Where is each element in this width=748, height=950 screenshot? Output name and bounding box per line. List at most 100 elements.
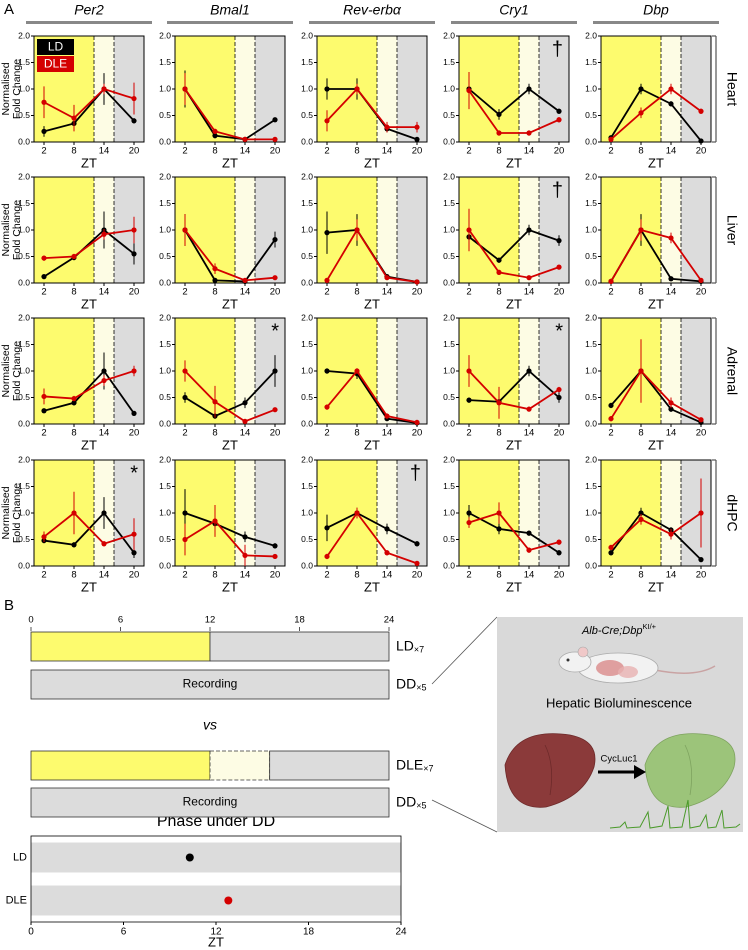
data-point — [71, 542, 77, 548]
light-phase — [255, 36, 285, 142]
data-point — [526, 368, 532, 374]
data-point — [131, 368, 137, 374]
light-phase — [661, 460, 681, 566]
y-tick-label: 2.0 — [585, 312, 597, 322]
y-tick-label: 1.0 — [585, 365, 597, 375]
light-phase — [377, 177, 397, 283]
series-line — [468, 229, 560, 279]
series-line — [326, 369, 418, 424]
x-axis-label: ZT — [81, 296, 97, 311]
x-tick-label: 18 — [294, 615, 305, 626]
y-tick-label: 1.0 — [443, 224, 455, 234]
x-tick-label: 18 — [303, 927, 315, 938]
x-tick-label: 14 — [99, 146, 110, 157]
x-tick-label: 2 — [182, 570, 187, 581]
data-point — [41, 255, 47, 261]
data-point — [324, 118, 330, 124]
x-axis-label: ZT — [364, 296, 380, 311]
light-phase — [255, 460, 285, 566]
x-tick-label: 24 — [384, 615, 395, 626]
data-point — [668, 86, 674, 92]
x-tick-label: 2 — [324, 287, 329, 298]
y-tick-label: 1.5 — [585, 481, 597, 491]
light-phase — [681, 460, 711, 566]
x-axis-label: ZT — [648, 155, 664, 170]
y-tick-label: 2.0 — [443, 30, 455, 40]
light-phase — [601, 460, 661, 566]
data-point — [556, 386, 562, 393]
y-tick-label: 0.0 — [301, 136, 313, 146]
series-line — [184, 88, 275, 141]
light-phase — [397, 318, 427, 424]
data-point — [272, 117, 278, 123]
y-tick-label: 0.0 — [585, 277, 597, 287]
x-tick-label: 20 — [129, 146, 140, 157]
versus: vs — [203, 717, 217, 733]
light-phase — [34, 318, 94, 424]
x-tick-label: 20 — [696, 428, 707, 439]
x-tick-label: 2 — [324, 146, 329, 157]
x-tick-label: 14 — [99, 428, 110, 439]
y-tick-label: 1.0 — [585, 224, 597, 234]
data-point — [638, 227, 644, 233]
light-phase — [34, 177, 94, 283]
y-tick-label: 2.0 — [301, 30, 313, 40]
x-axis-label: ZT — [364, 579, 380, 594]
data-point — [466, 227, 472, 233]
x-tick-label: 8 — [71, 570, 76, 581]
y-tick-label: 0.0 — [159, 560, 171, 570]
y-tick-label: 1.5 — [159, 57, 171, 67]
x-tick-label: 14 — [666, 428, 677, 439]
x-tick-label: 2 — [41, 428, 46, 439]
series-line — [43, 370, 135, 400]
x-tick-label: 2 — [41, 570, 46, 581]
data-point — [41, 534, 47, 540]
series-line — [43, 87, 135, 120]
data-point — [41, 393, 47, 400]
genotype-sup: KI/+ — [642, 622, 656, 631]
x-tick-label: 14 — [240, 428, 251, 439]
category-band — [31, 842, 401, 873]
series-line — [468, 87, 560, 116]
data-point — [698, 108, 704, 114]
x-axis-label: ZT — [506, 579, 522, 594]
y-tick-label: 2.0 — [443, 454, 455, 464]
data-point — [608, 278, 614, 285]
y-tick-label: 2.0 — [159, 454, 171, 464]
light-phase — [377, 36, 397, 142]
x-tick-label: 20 — [696, 146, 707, 157]
x-tick-label: 2 — [41, 146, 46, 157]
data-point — [212, 133, 218, 139]
tissue-label: Adrenal — [724, 347, 740, 395]
series-line — [610, 228, 702, 282]
x-tick-label: 14 — [666, 287, 677, 298]
data-point — [414, 419, 420, 426]
legend-swatch — [37, 39, 74, 55]
x-tick-label: 20 — [270, 428, 281, 439]
schedule-segment — [30, 787, 390, 818]
y-axis-label: Normalised — [0, 344, 12, 397]
data-point — [608, 402, 614, 409]
x-tick-label: 8 — [496, 146, 501, 157]
data-point — [212, 518, 218, 524]
data-point — [698, 557, 704, 563]
data-point — [71, 115, 77, 121]
x-axis-label: ZT — [81, 579, 97, 594]
light-phase — [317, 460, 377, 566]
y-tick-label: 0.5 — [159, 251, 171, 261]
x-tick-label: 2 — [466, 570, 471, 581]
data-point — [466, 397, 472, 403]
data-point — [71, 395, 77, 402]
x-tick-label: 20 — [696, 287, 707, 298]
data-point — [556, 550, 562, 556]
chart-title: Phase under DD — [157, 813, 275, 830]
y-tick-label: 0.5 — [301, 251, 313, 261]
data-point — [354, 510, 360, 516]
data-point — [131, 95, 137, 102]
schedule-segment — [269, 750, 390, 781]
x-tick-label: 2 — [182, 287, 187, 298]
x-tick-label: 8 — [638, 287, 643, 298]
schedule-label: DD×5 — [396, 675, 427, 693]
y-tick-label: 0.5 — [301, 534, 313, 544]
x-tick-label: 8 — [354, 428, 359, 439]
